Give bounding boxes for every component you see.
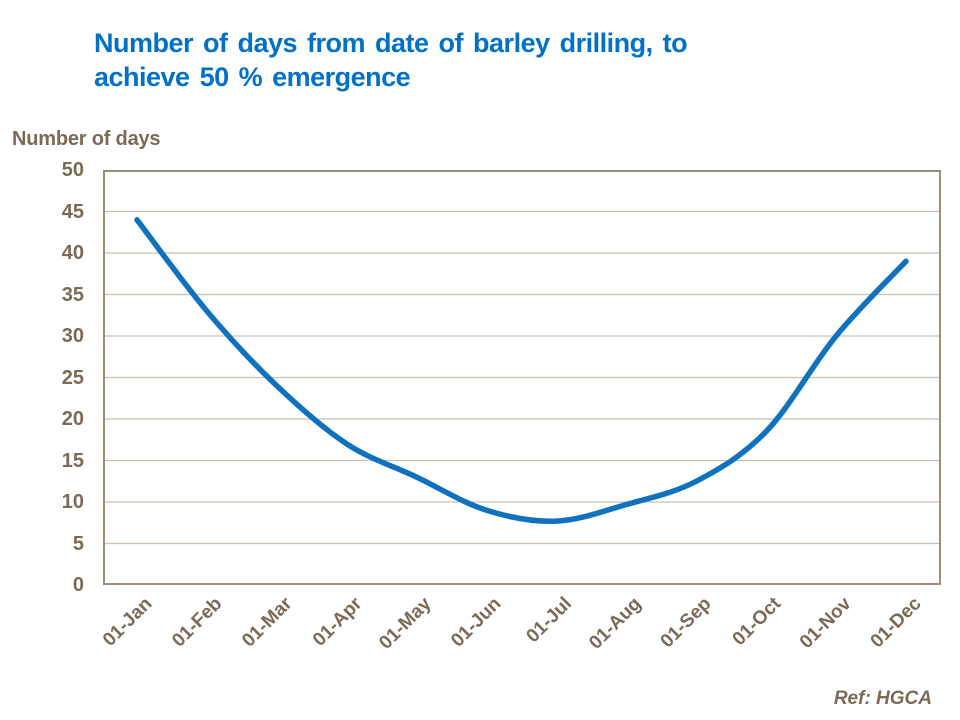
y-axis-title: Number of days <box>12 128 161 150</box>
reference-label: Ref: HGCA <box>833 688 932 709</box>
x-tick-label: 01-Sep <box>656 593 716 653</box>
y-tick-label: 50 <box>61 159 84 181</box>
plot-border <box>103 170 941 585</box>
y-tick-label: 20 <box>61 408 84 430</box>
y-tick-label: 10 <box>61 491 84 513</box>
y-tick-label: 40 <box>61 242 84 264</box>
x-tick-label: 01-Feb <box>167 593 227 652</box>
x-tick-label: 01-Jul <box>521 593 576 647</box>
emergence-curve <box>134 217 909 524</box>
y-tick-label: 25 <box>61 366 84 389</box>
chart-title-line1: Number of days from date of barley drill… <box>94 28 688 58</box>
y-tick-label: 35 <box>61 283 84 306</box>
y-tick-label: 15 <box>61 449 84 472</box>
x-tick-label: 01-Nov <box>795 593 856 653</box>
y-tick-label: 30 <box>61 325 84 347</box>
chart-title-line2: achieve 50 % emergence <box>94 62 411 92</box>
x-tick-label: 01-Aug <box>585 593 646 654</box>
y-tick-label: 0 <box>72 574 84 596</box>
y-tick-label: 45 <box>61 200 84 223</box>
x-tick-label: 01-May <box>375 593 436 654</box>
x-tick-label: 01-Dec <box>866 593 926 653</box>
x-tick-label: 01-Jan <box>98 593 157 651</box>
y-tick-label: 5 <box>72 532 84 555</box>
chart-title: Number of days from date of barley drill… <box>94 26 854 94</box>
x-tick-label: 01-Jun <box>447 593 506 652</box>
x-tick-label: 01-Oct <box>728 593 786 650</box>
x-tick-label: 01-Apr <box>308 593 366 651</box>
x-tick-label: 01-Mar <box>237 593 296 652</box>
plot-area <box>103 170 941 585</box>
